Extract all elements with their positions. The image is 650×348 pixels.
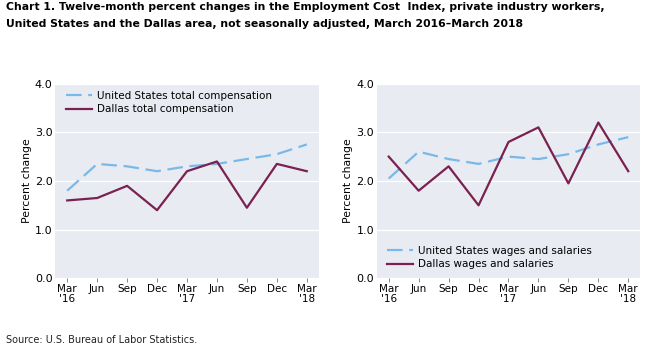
Legend: United States total compensation, Dallas total compensation: United States total compensation, Dallas… [66, 91, 272, 114]
Y-axis label: Percent change: Percent change [22, 139, 32, 223]
Text: Source: U.S. Bureau of Labor Statistics.: Source: U.S. Bureau of Labor Statistics. [6, 334, 198, 345]
Text: United States and the Dallas area, not seasonally adjusted, March 2016–March 201: United States and the Dallas area, not s… [6, 19, 523, 29]
Y-axis label: Percent change: Percent change [343, 139, 354, 223]
Text: Chart 1. Twelve-month percent changes in the Employment Cost  Index, private ind: Chart 1. Twelve-month percent changes in… [6, 2, 605, 12]
Legend: United States wages and salaries, Dallas wages and salaries: United States wages and salaries, Dallas… [387, 246, 592, 269]
